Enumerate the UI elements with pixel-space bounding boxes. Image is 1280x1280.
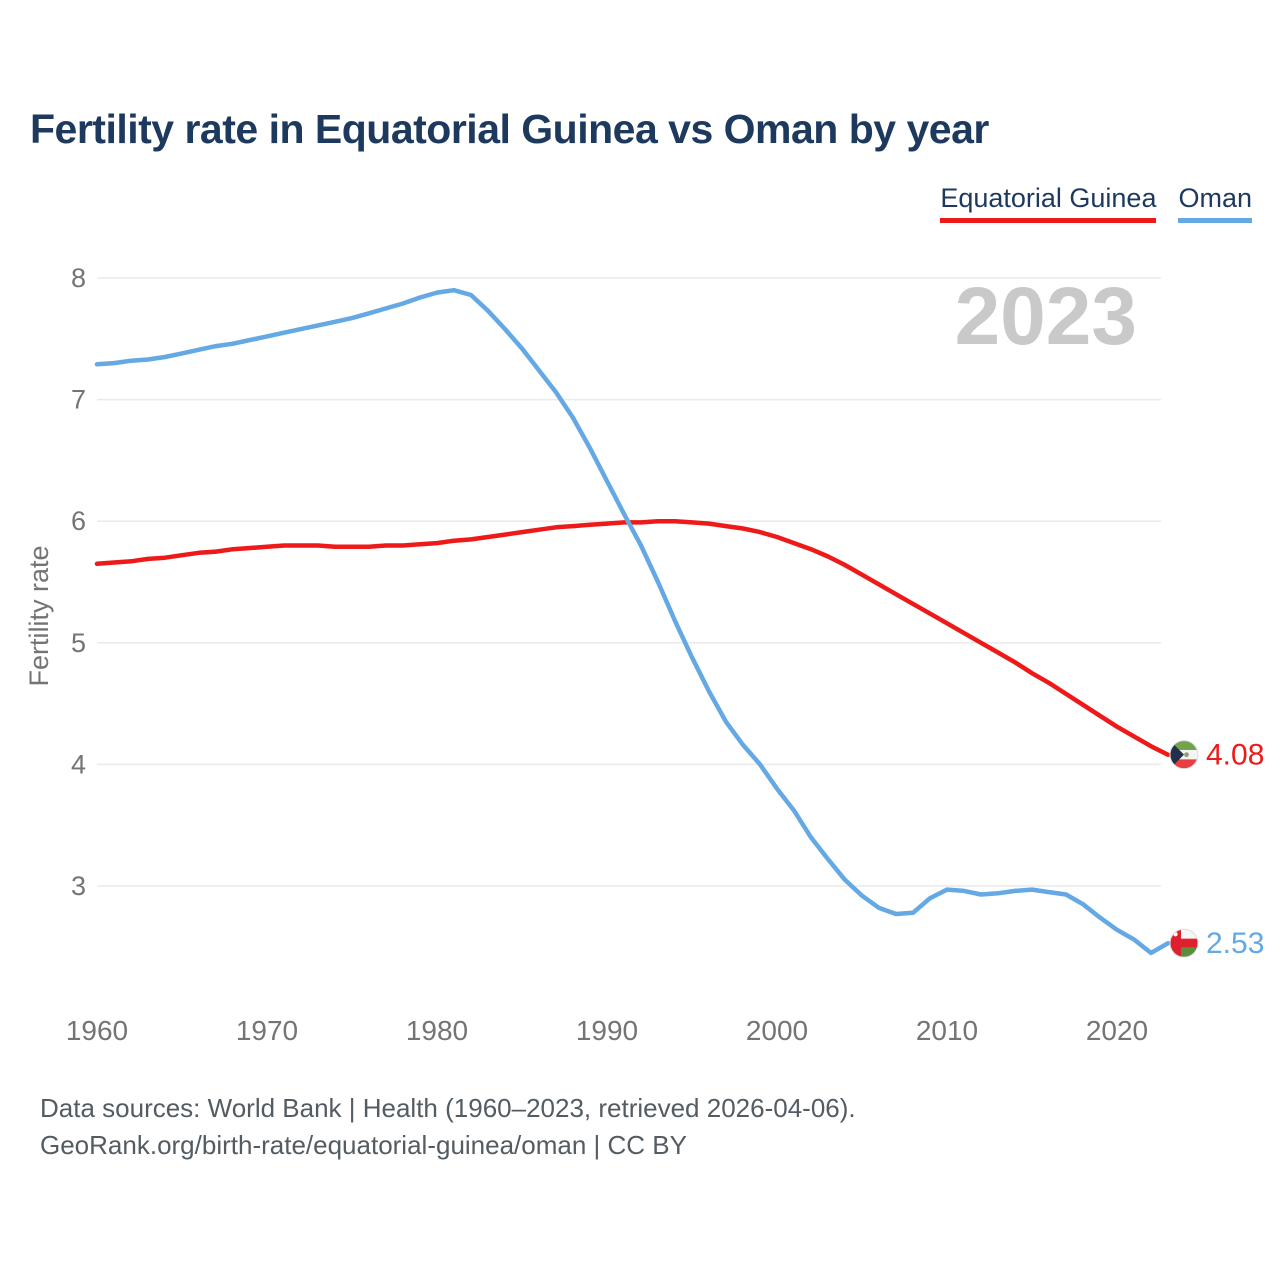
x-tick-label-1970: 1970 xyxy=(236,1015,298,1046)
footer: Data sources: World Bank | Health (1960–… xyxy=(40,1090,856,1164)
legend-item-oman[interactable]: Oman xyxy=(1178,183,1252,223)
y-axis-title: Fertility rate xyxy=(24,545,54,686)
x-tick-label-1980: 1980 xyxy=(406,1015,468,1046)
x-tick-label-2010: 2010 xyxy=(916,1015,978,1046)
end-value-label-equatorial-guinea: 4.08 xyxy=(1206,739,1264,772)
x-tick-label-2000: 2000 xyxy=(746,1015,808,1046)
y-tick-label-4: 4 xyxy=(71,749,86,779)
y-tick-label-5: 5 xyxy=(71,628,86,658)
oman-flag-icon xyxy=(1169,928,1199,958)
series-line-equatorial-guinea[interactable] xyxy=(94,518,1171,757)
legend: Equatorial Guinea Oman xyxy=(940,183,1252,223)
x-tick-label-1960: 1960 xyxy=(66,1015,128,1046)
y-tick-label-3: 3 xyxy=(71,871,86,901)
y-tick-label-6: 6 xyxy=(71,506,86,536)
y-tick-label-8: 8 xyxy=(71,263,86,293)
end-value-label-oman: 2.53 xyxy=(1206,927,1264,960)
page-title: Fertility rate in Equatorial Guinea vs O… xyxy=(30,106,989,152)
legend-label-equatorial-guinea: Equatorial Guinea xyxy=(940,183,1157,213)
footer-data-sources: Data sources: World Bank | Health (1960–… xyxy=(40,1093,856,1123)
x-tick-label-2020: 2020 xyxy=(1086,1015,1148,1046)
legend-label-oman: Oman xyxy=(1178,183,1252,213)
x-tick-label-1990: 1990 xyxy=(576,1015,638,1046)
watermark-year: 2023 xyxy=(955,271,1137,362)
legend-item-equatorial-guinea[interactable]: Equatorial Guinea xyxy=(940,183,1157,223)
series-line-oman[interactable] xyxy=(94,287,1171,956)
y-tick-label-7: 7 xyxy=(71,385,86,415)
equatorial-guinea-flag-icon xyxy=(1169,740,1199,770)
footer-attribution: GeoRank.org/birth-rate/equatorial-guinea… xyxy=(40,1130,687,1160)
